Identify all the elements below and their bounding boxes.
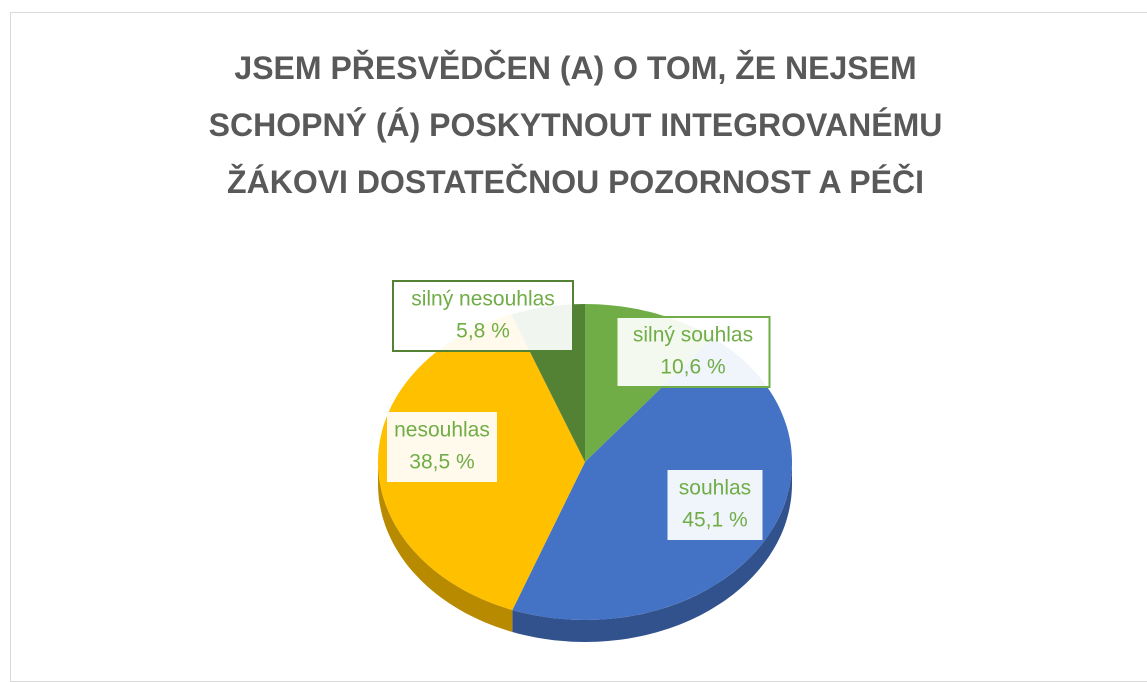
data-label-name: silný nesouhlas [411,288,555,311]
data-label-name: silný souhlas [633,324,753,347]
data-label-value: 45,1 % [682,509,747,532]
data-label-name: nesouhlas [394,419,490,442]
data-label-value: 10,6 % [660,356,725,379]
data-label-box [392,280,574,352]
slice-side [512,462,792,642]
data-label-value: 38,5 % [409,451,474,474]
data-label-box [667,470,763,540]
data-label-box [615,316,771,388]
data-label-name: souhlas [679,477,751,500]
data-label-value: 5,8 % [456,320,510,343]
data-label-box [387,412,497,482]
slice-side [378,462,513,632]
slice [512,337,792,620]
chart-title: JSEM PŘESVĚDČEN (A) O TOM, ŽE NEJSEM SCH… [208,50,943,200]
